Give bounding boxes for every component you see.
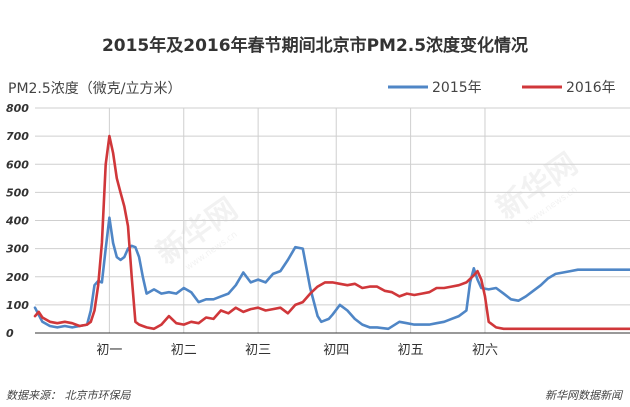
- watermark: 新华网 www.news.cn 新华网 www.news.cn: [150, 146, 584, 273]
- y-gridlines: [35, 107, 630, 306]
- y-tick-label: 800: [6, 102, 29, 115]
- y-tick-label: 300: [6, 243, 29, 256]
- series-lines: [33, 134, 630, 331]
- legend-label-2015: 2015年: [432, 80, 482, 96]
- x-tick-label: 初三: [245, 343, 271, 358]
- y-tick-label: 0: [6, 327, 14, 340]
- y-tick-label: 100: [6, 299, 29, 312]
- y-tick-label: 600: [6, 158, 29, 171]
- x-tick-label: 初四: [323, 343, 349, 358]
- x-tick-label: 初一: [96, 343, 122, 358]
- series-line-2015年: [33, 216, 630, 331]
- legend: 2015年 2016年: [388, 80, 616, 96]
- x-tick-labels: 初一 初二 初三 初四 初五 初六: [96, 343, 498, 358]
- footer-source: 数据来源： 北京市环保局: [6, 389, 131, 402]
- y-tick-label: 500: [6, 186, 29, 199]
- x-tick-label: 初五: [398, 343, 424, 358]
- y-tick-labels: 0 100 200 300 400 500 600 700 800: [5, 102, 29, 340]
- y-tick-label: 400: [5, 215, 29, 228]
- y-tick-label: 700: [6, 130, 29, 143]
- series-line-2016年: [33, 134, 630, 331]
- y-axis-label: PM2.5浓度（微克/立方米）: [8, 81, 182, 97]
- x-tick-label: 初六: [472, 343, 498, 358]
- chart-title: 2015年及2016年春节期间北京市PM2.5浓度变化情况: [102, 35, 528, 56]
- x-tick-label: 初二: [171, 343, 197, 358]
- legend-label-2016: 2016年: [566, 80, 616, 96]
- y-tick-label: 200: [6, 271, 29, 284]
- footer-brand: 新华网数据新闻: [545, 389, 624, 402]
